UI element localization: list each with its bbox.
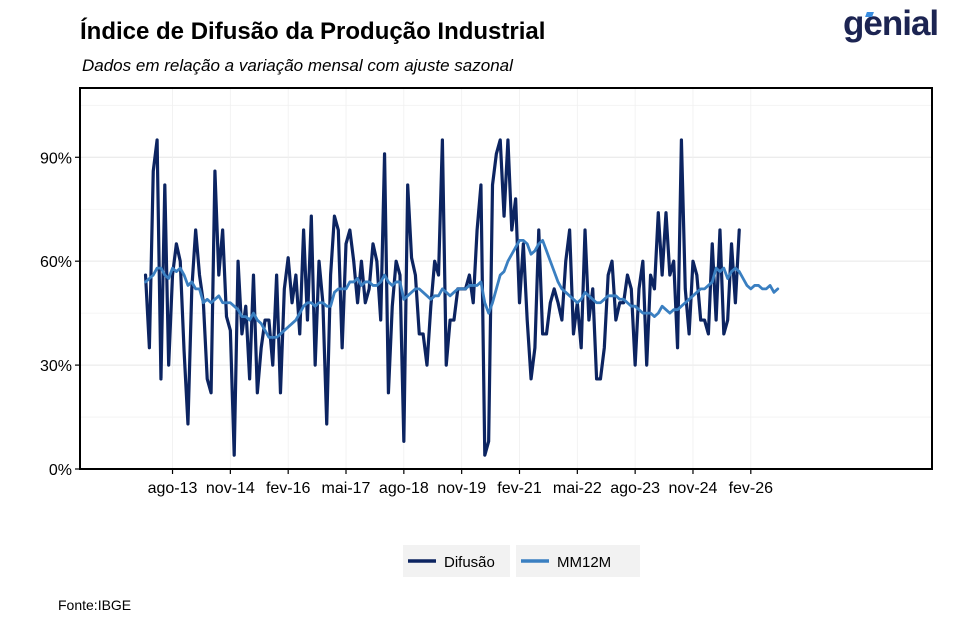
series-line-difusão <box>143 138 741 457</box>
series-lines <box>143 138 780 457</box>
y-tick-label: 60% <box>40 254 72 271</box>
legend-label-mm12m: MM12M <box>557 554 611 571</box>
line-chart: 0%30%60%90% ago-13 nov-14 fev-16 mai-17 ago-… <box>40 87 933 577</box>
x-tick-label: fev-16 <box>266 480 311 497</box>
y-tick-label: 30% <box>40 358 72 375</box>
series-line-mm12m <box>144 238 780 339</box>
x-tick-label: ago-18 <box>379 480 429 497</box>
x-tick-label: mai-17 <box>322 480 371 497</box>
brand-logo-text: genial <box>843 4 939 43</box>
y-axis: 0% 30% 60% 90% <box>40 150 80 479</box>
y-tick-label: 90% <box>40 150 72 167</box>
grid-lines <box>80 88 932 470</box>
legend: Difusão MM12M <box>403 545 640 577</box>
x-axis: ago-13 nov-14 fev-16 mai-17 ago-18 nov-19 fev-… <box>148 469 774 497</box>
source-note: Fonte:IBGE <box>58 597 132 613</box>
legend-label-difusão: Difusão <box>444 554 495 571</box>
x-tick-label: nov-24 <box>669 480 718 497</box>
x-tick-label: ago-23 <box>610 480 660 497</box>
x-tick-label: mai-22 <box>553 480 602 497</box>
plot-panel-border <box>79 87 933 470</box>
brand-logo: genial <box>843 4 939 44</box>
x-tick-label: fev-26 <box>729 480 774 497</box>
x-tick-label: nov-14 <box>206 480 255 497</box>
x-tick-label: fev-21 <box>497 480 542 497</box>
y-tick-label: 0% <box>49 462 72 479</box>
chart-subtitle: Dados em relação a variação mensal com a… <box>82 56 513 75</box>
x-tick-label: nov-19 <box>437 480 486 497</box>
x-tick-label: ago-13 <box>148 480 198 497</box>
chart-title: Índice de Difusão da Produção Industrial <box>80 18 546 45</box>
